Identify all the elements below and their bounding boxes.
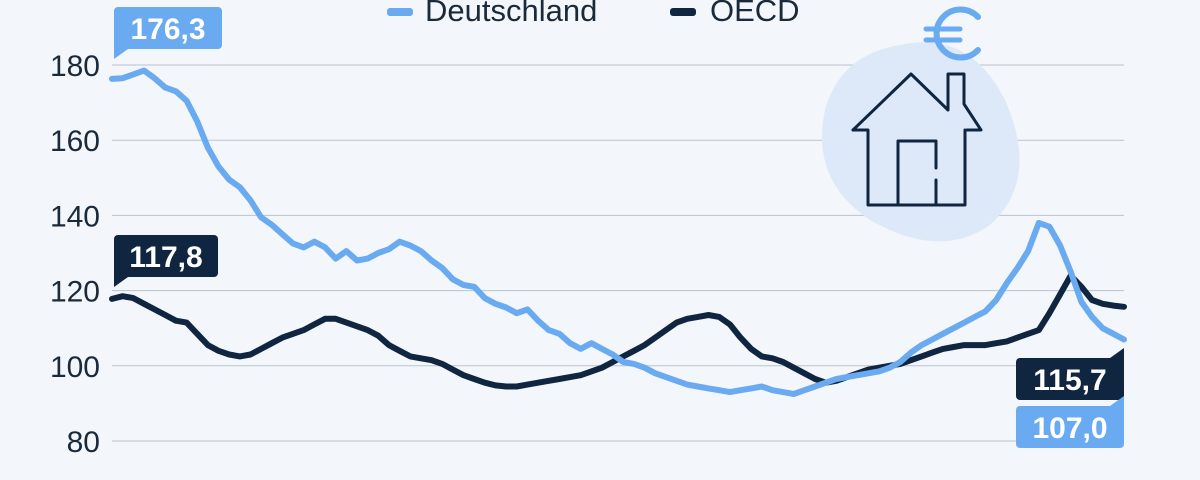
badge-start-oecd: 117,8: [114, 235, 218, 287]
house-icon: [851, 72, 983, 207]
badge-end-oecd: 115,7: [1016, 348, 1124, 400]
series-line-oecd: [109, 272, 1127, 390]
legend-swatch-deutschland: [387, 8, 413, 16]
y-tick-label: 80: [67, 426, 100, 459]
legend-label-deutschland: Deutschland: [425, 0, 597, 28]
badge-start-oecd-bg: [114, 235, 218, 277]
series-line-deutschland: [109, 67, 1127, 397]
badge-start-deutschland-text: 176,3: [130, 13, 205, 46]
legend-label-oecd: OECD: [710, 0, 800, 28]
badge-end-oecd-text: 115,7: [1033, 364, 1106, 397]
y-tick-label: 100: [50, 351, 100, 384]
series-lines: [109, 67, 1127, 397]
y-tick-label: 120: [50, 276, 100, 309]
badge-end-deutschland: 107,0: [1016, 396, 1124, 448]
legend-swatch-oecd: [670, 8, 696, 16]
badge-end-oecd-bg: [1016, 358, 1124, 400]
y-tick-label: 180: [50, 50, 100, 83]
badge-end-deutschland-text: 107,0: [1032, 412, 1107, 445]
euro-icon: [923, 6, 981, 61]
y-tick-label: 160: [50, 125, 100, 158]
badge-end-deutschland-pointer: [1110, 396, 1124, 412]
badge-end-oecd-pointer: [1110, 348, 1124, 364]
badge-start-deutschland: 176,3: [114, 7, 222, 59]
badge-end-deutschland-bg: [1016, 406, 1124, 448]
value-badges: 176,3 117,8 115,7 107,0: [114, 7, 1124, 448]
gridlines: [112, 64, 1124, 442]
badge-start-oecd-pointer: [114, 271, 128, 287]
legend: Deutschland OECD: [387, 0, 800, 28]
badge-start-deutschland-pointer: [114, 43, 128, 59]
y-tick-label: 140: [50, 200, 100, 233]
badge-start-oecd-text: 117,8: [129, 241, 202, 274]
house-illustration: [822, 6, 1020, 242]
y-axis: 80 100 120 140 160 180: [50, 50, 100, 459]
badge-start-deutschland-bg: [114, 7, 222, 49]
